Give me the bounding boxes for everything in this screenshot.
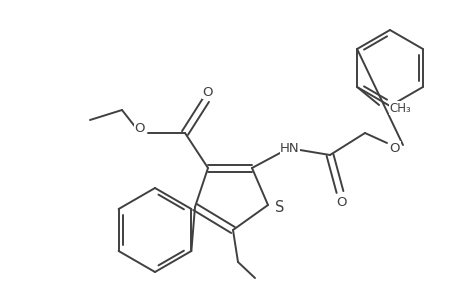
Text: S: S: [275, 200, 284, 214]
Text: O: O: [389, 142, 399, 154]
Text: O: O: [336, 196, 347, 208]
Text: HN: HN: [280, 142, 299, 154]
Text: O: O: [202, 85, 213, 98]
Text: CH₃: CH₃: [388, 101, 410, 115]
Text: O: O: [134, 122, 145, 134]
